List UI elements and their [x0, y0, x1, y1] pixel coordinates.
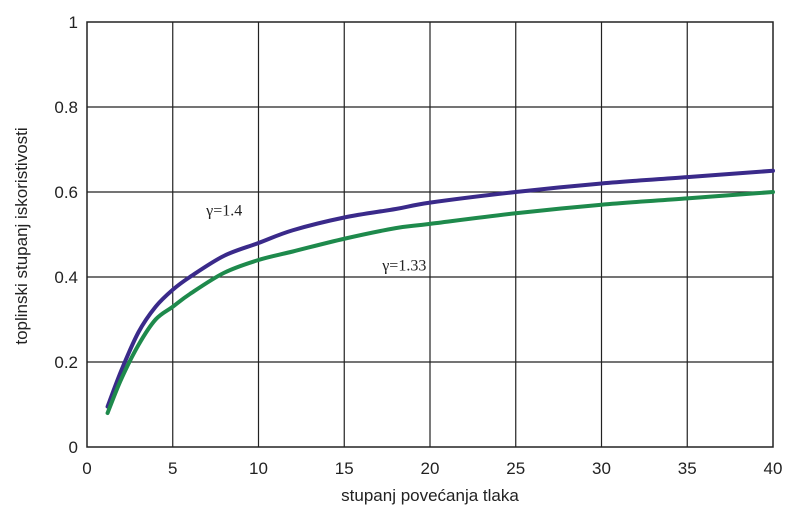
- x-tick-label: 40: [764, 459, 783, 478]
- x-tick-label: 10: [249, 459, 268, 478]
- x-tick-label: 20: [421, 459, 440, 478]
- x-tick-label: 15: [335, 459, 354, 478]
- series-annotation-2: γ=1.33: [381, 258, 426, 275]
- x-axis-title: stupanj povećanja tlaka: [341, 486, 519, 505]
- series-line-2: [105, 190, 775, 415]
- y-tick-label: 1: [69, 13, 78, 32]
- y-tick-label: 0.6: [54, 183, 78, 202]
- x-tick-labels: 0 5 10 15 20 25 30 35 40: [82, 459, 782, 478]
- series-line-1: [105, 168, 775, 409]
- x-tick-label: 30: [592, 459, 611, 478]
- x-tick-label: 35: [678, 459, 697, 478]
- annotations: γ=1.4 γ=1.33: [205, 202, 426, 274]
- y-tick-label: 0: [69, 438, 78, 457]
- grid: [87, 22, 773, 447]
- y-axis-title: toplinski stupanj iskoristivosti: [12, 127, 31, 344]
- series-annotation-1: γ=1.4: [205, 202, 242, 219]
- y-tick-label: 0.4: [54, 268, 78, 287]
- x-tick-label: 5: [168, 459, 177, 478]
- series-layer: [105, 168, 775, 415]
- y-tick-label: 0.2: [54, 353, 78, 372]
- x-tick-label: 25: [506, 459, 525, 478]
- y-tick-labels: 0 0.2 0.4 0.6 0.8 1: [54, 13, 78, 457]
- x-tick-label: 0: [82, 459, 91, 478]
- y-tick-label: 0.8: [54, 98, 78, 117]
